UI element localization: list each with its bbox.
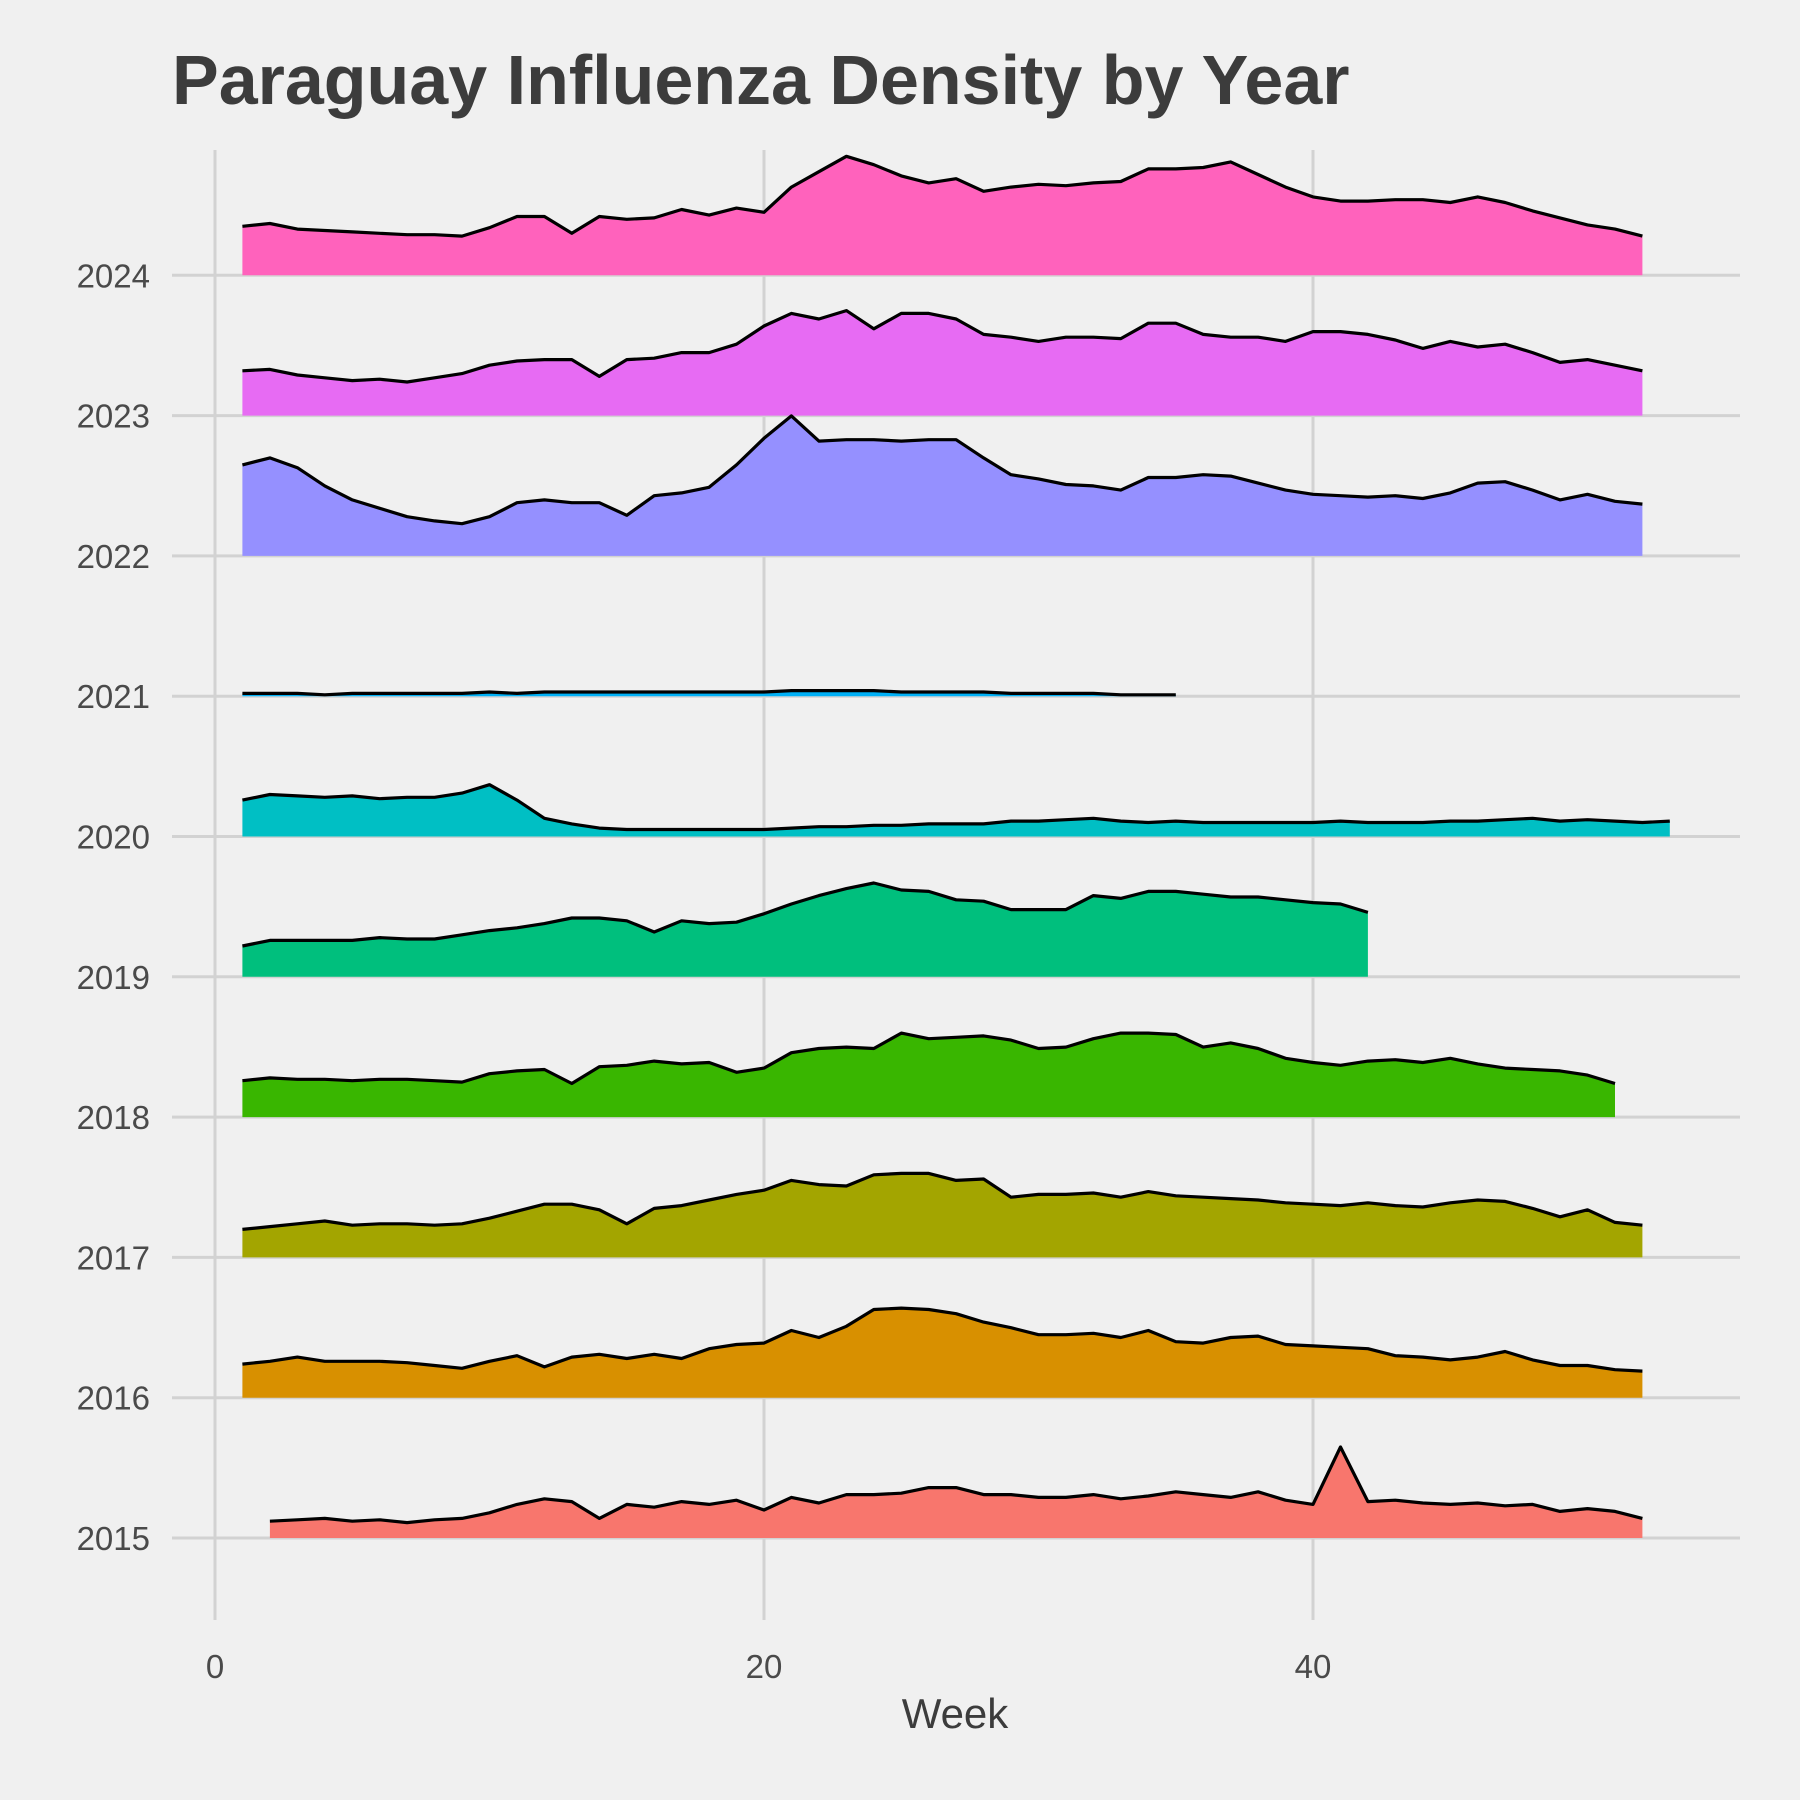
y-tick-label: 2017 — [77, 1239, 150, 1276]
y-tick-label: 2022 — [77, 538, 150, 575]
y-tick-label: 2016 — [77, 1380, 150, 1417]
ridge-2022 — [242, 414, 1643, 556]
ridge-outline — [242, 881, 1369, 948]
y-tick-label: 2015 — [77, 1520, 150, 1557]
ridge-outline — [242, 1171, 1643, 1231]
ridge-outline — [242, 309, 1643, 384]
x-tick-label: 0 — [206, 1648, 224, 1685]
ridge-2023 — [242, 309, 1643, 416]
ridge-2020 — [242, 783, 1670, 837]
ridge-area — [242, 310, 1643, 416]
ridge-outline — [269, 1445, 1643, 1525]
ridge-area — [269, 1447, 1643, 1538]
y-tick-label: 2021 — [77, 678, 150, 715]
y-tick-label: 2024 — [77, 257, 150, 294]
ridge-2024 — [242, 154, 1643, 276]
ridge-2021 — [242, 689, 1176, 697]
x-tick-labels: 0 20 40 — [206, 1648, 1332, 1685]
ridge-outline — [242, 154, 1643, 238]
x-tick-label: 40 — [1295, 1648, 1332, 1685]
ridge-2018 — [242, 1031, 1616, 1118]
ridge-area — [242, 1173, 1643, 1258]
chart-title: Paraguay Influenza Density by Year — [172, 41, 1350, 119]
y-tick-label: 2023 — [77, 398, 150, 435]
ridge-area — [242, 883, 1368, 977]
ridge-area — [242, 1308, 1643, 1398]
y-tick-label: 2018 — [77, 1099, 150, 1136]
ridges — [242, 154, 1670, 1538]
x-tick-label: 20 — [746, 1648, 783, 1685]
ridge-area — [242, 156, 1643, 276]
ridge-area — [242, 1033, 1615, 1118]
ridge-2017 — [242, 1171, 1643, 1258]
y-tick-labels: 2015 2016 2017 2018 2019 2020 2021 2022 2023 2024 — [77, 257, 150, 1557]
ridge-outline — [242, 1031, 1616, 1086]
ridge-2015 — [269, 1445, 1643, 1538]
y-tick-label: 2019 — [77, 959, 150, 996]
x-axis-title: Week — [902, 1690, 1010, 1737]
ridge-outline — [242, 1306, 1643, 1373]
ridge-2019 — [242, 881, 1369, 977]
ridge-outline — [242, 783, 1670, 832]
ridge-outline — [242, 689, 1176, 697]
ridge-2016 — [242, 1306, 1643, 1398]
ridge-area — [242, 415, 1643, 556]
y-tick-label: 2020 — [77, 819, 150, 856]
ridge-outline — [242, 414, 1643, 526]
